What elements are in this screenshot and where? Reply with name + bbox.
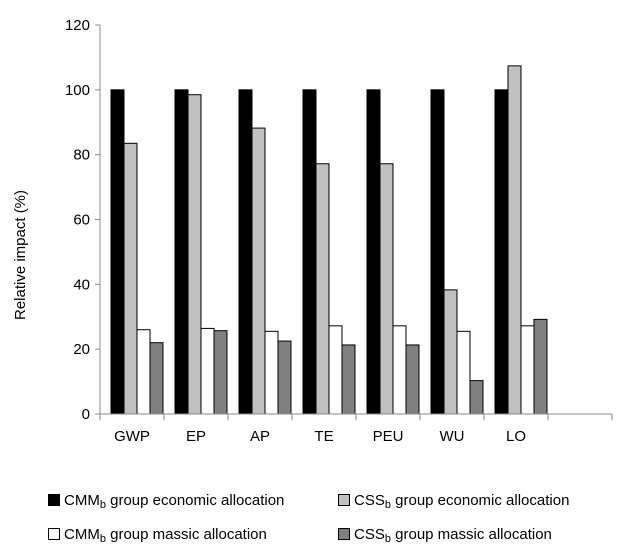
legend-label-main: CSS bbox=[354, 492, 385, 509]
legend-swatch bbox=[338, 494, 350, 507]
bar-te-series-4 bbox=[341, 344, 356, 415]
x-tick-label-ep: EP bbox=[186, 428, 206, 445]
y-tick-label: 20 bbox=[73, 341, 90, 358]
legend-item-4: CSSb group massic allocation bbox=[338, 526, 552, 545]
legend-item-3: CMMb group massic allocation bbox=[48, 526, 267, 545]
legend-label-main: CMM bbox=[64, 526, 100, 543]
bar-ap-series-2 bbox=[251, 127, 266, 415]
legend-label-subscript: b bbox=[384, 499, 391, 511]
bar-gwp-series-3 bbox=[136, 329, 151, 415]
bar-lo-series-4 bbox=[533, 318, 548, 415]
legend-label-rest: group economic allocation bbox=[105, 492, 285, 509]
legend-swatch bbox=[338, 528, 350, 541]
bar-te-series-3 bbox=[328, 325, 343, 415]
bar-wu-series-2 bbox=[443, 289, 458, 415]
axes bbox=[95, 24, 613, 420]
bar-gwp-series-4 bbox=[149, 342, 164, 415]
legend-label-rest: group massic allocation bbox=[105, 526, 267, 543]
x-tick-label-wu: WU bbox=[440, 428, 465, 445]
legend-label-main: CMM bbox=[64, 492, 100, 509]
bar-peu-series-4 bbox=[405, 344, 420, 415]
y-tick-label: 100 bbox=[65, 82, 90, 99]
legend-label-rest: group economic allocation bbox=[390, 492, 570, 509]
legend-label-subscript: b bbox=[99, 533, 106, 545]
y-tick-label: 60 bbox=[73, 212, 90, 229]
bar-peu-series-3 bbox=[392, 325, 407, 415]
x-tick-label-lo: LO bbox=[506, 428, 526, 445]
legend-item-1: CMMb group economic allocation bbox=[48, 492, 285, 511]
legend-label-subscript: b bbox=[99, 499, 106, 511]
legend-label-rest: group massic allocation bbox=[390, 526, 552, 543]
bar-ap-series-3 bbox=[264, 330, 279, 415]
legend-label-main: CSS bbox=[354, 526, 385, 543]
x-tick-label-peu: PEU bbox=[373, 428, 404, 445]
y-tick-label: 40 bbox=[73, 276, 90, 293]
bar-ep-series-3 bbox=[200, 327, 215, 415]
bar-te-series-2 bbox=[315, 163, 330, 415]
bar-lo-series-3 bbox=[520, 325, 535, 415]
bar-ap-series-4 bbox=[277, 340, 292, 415]
bar-peu-series-1 bbox=[366, 89, 381, 415]
bar-ep-series-1 bbox=[174, 89, 189, 415]
bar-gwp-series-2 bbox=[123, 142, 138, 415]
bar-wu-series-1 bbox=[430, 89, 445, 415]
bar-peu-series-2 bbox=[379, 163, 394, 415]
legend-item-2: CSSb group economic allocation bbox=[338, 492, 570, 511]
bar-group bbox=[110, 65, 548, 415]
bar-te-series-1 bbox=[302, 89, 317, 415]
bar-lo-series-2 bbox=[507, 65, 522, 415]
y-tick-label: 80 bbox=[73, 147, 90, 164]
legend-swatch bbox=[48, 528, 60, 541]
y-tick-label: 0 bbox=[82, 406, 90, 423]
y-axis-label: Relative impact (%) bbox=[12, 190, 29, 320]
bar-ap-series-1 bbox=[238, 89, 253, 415]
legend-swatch bbox=[48, 494, 60, 507]
x-tick-label-te: TE bbox=[314, 428, 333, 445]
legend-label-subscript: b bbox=[384, 533, 391, 545]
bar-wu-series-3 bbox=[456, 330, 471, 415]
x-tick-label-ap: AP bbox=[250, 428, 270, 445]
y-tick-labels: 0 20 40 60 80 100 120 bbox=[65, 17, 90, 423]
y-tick-label: 120 bbox=[65, 17, 90, 34]
bar-ep-series-2 bbox=[187, 94, 202, 415]
bar-wu-series-4 bbox=[469, 380, 484, 415]
x-tick-labels: GWP EP AP TE PEU WU LO bbox=[114, 428, 526, 445]
bar-gwp-series-1 bbox=[110, 89, 125, 415]
x-tick-label-gwp: GWP bbox=[114, 428, 150, 445]
bar-lo-series-1 bbox=[494, 89, 509, 415]
bar-ep-series-4 bbox=[213, 330, 228, 415]
